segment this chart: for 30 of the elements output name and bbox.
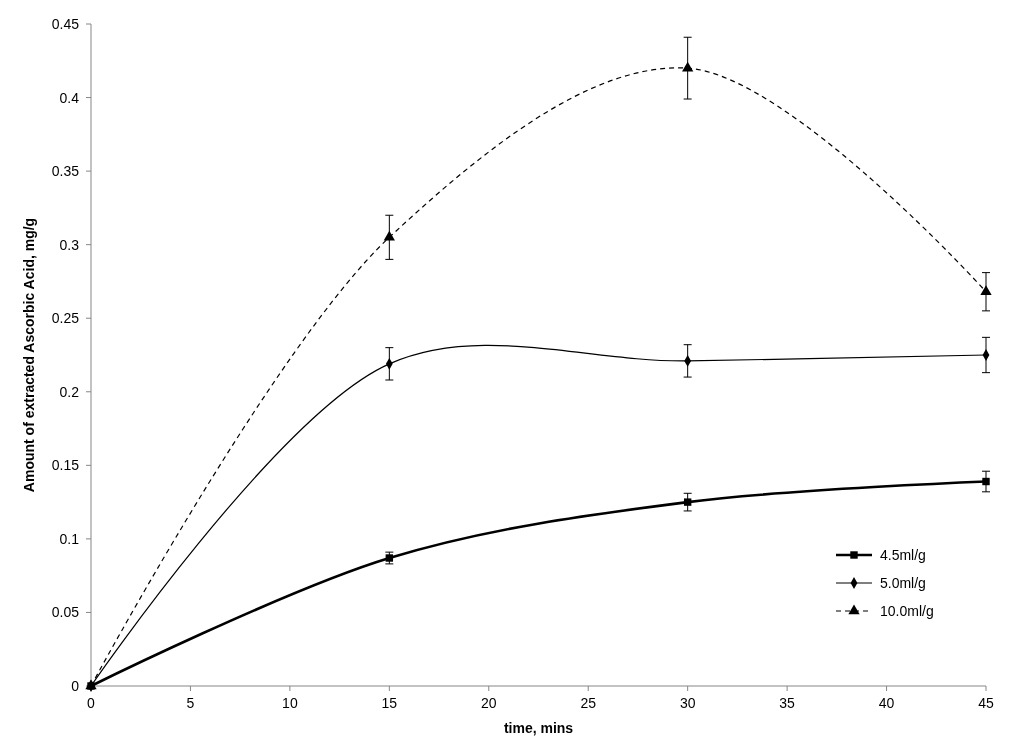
y-tick-label: 0.1 — [59, 530, 80, 547]
y-tick-label: 0.4 — [59, 89, 80, 106]
y-tick-label: 0.15 — [51, 457, 80, 474]
point — [980, 285, 992, 295]
x-tick-label: 40 — [878, 695, 895, 711]
y-tick-label: 0.2 — [59, 383, 80, 400]
x-tick-label: 30 — [679, 695, 696, 711]
legend-label: 4.5ml/g — [880, 547, 926, 563]
point — [682, 61, 694, 72]
y-tick-label: 0.35 — [51, 163, 80, 180]
x-tick-label: 15 — [381, 695, 398, 711]
point — [683, 498, 692, 506]
legend-label: 10.0ml/g — [880, 603, 934, 619]
x-tick-label: 5 — [186, 695, 195, 711]
point — [383, 230, 395, 241]
x-tick-label: 25 — [580, 695, 597, 711]
x-tick-label: 10 — [282, 695, 298, 711]
x-axis-title: time, mins — [503, 720, 574, 736]
point — [982, 477, 990, 486]
y-tick-label: 0 — [71, 678, 80, 694]
legend-label: 5.0ml/g — [880, 575, 926, 591]
y-tick-label: 0.3 — [59, 236, 80, 253]
x-tick-label: 0 — [87, 695, 96, 711]
x-tick-label: 20 — [480, 695, 497, 711]
y-tick-label: 0.05 — [51, 604, 80, 621]
y-axis-title: Amount of extracted Ascorbic Acid, mg/g — [21, 217, 37, 493]
x-tick-label: 45 — [978, 695, 994, 711]
y-tick-label: 0.45 — [51, 16, 80, 32]
x-tick-label: 35 — [779, 695, 796, 711]
y-tick-label: 0.25 — [51, 310, 80, 327]
